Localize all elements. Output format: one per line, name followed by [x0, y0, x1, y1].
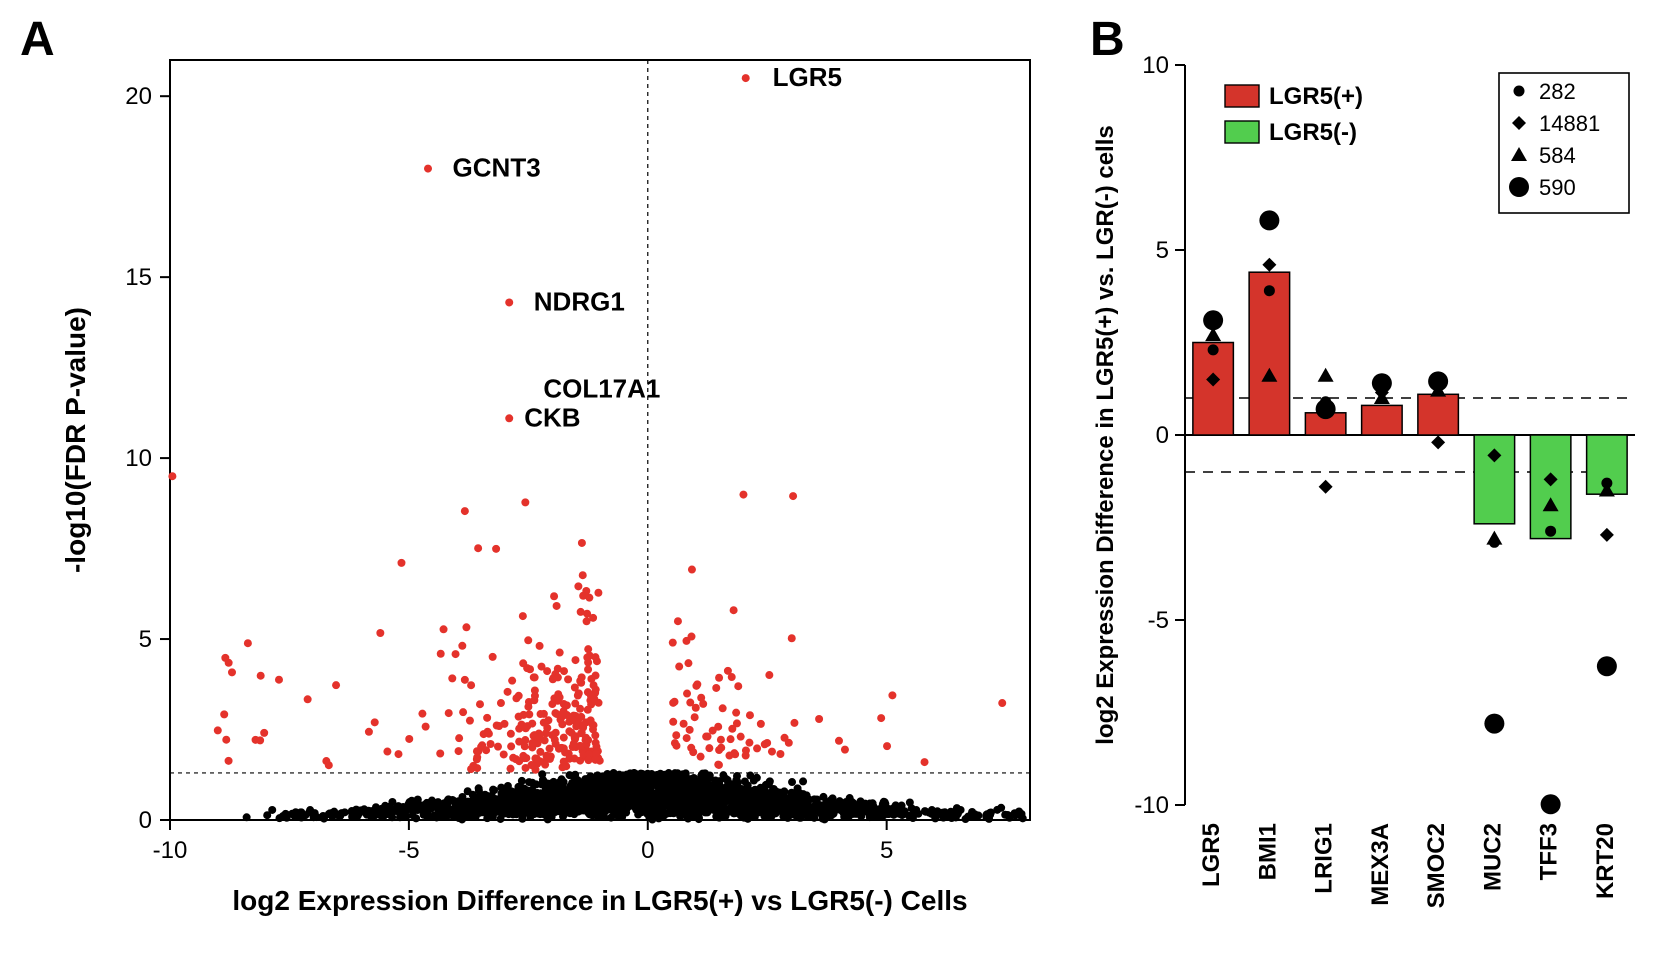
- svg-text:LGR5(+): LGR5(+): [1269, 83, 1363, 110]
- svg-text:0: 0: [641, 837, 654, 864]
- svg-text:A: A: [20, 13, 55, 66]
- svg-text:20: 20: [125, 83, 152, 110]
- svg-text:LGR5: LGR5: [1198, 823, 1225, 887]
- svg-text:282: 282: [1539, 79, 1576, 104]
- svg-text:COL17A1: COL17A1: [543, 373, 660, 403]
- svg-text:LGR5: LGR5: [773, 62, 842, 92]
- svg-text:0: 0: [1156, 422, 1169, 449]
- svg-text:-5: -5: [1148, 607, 1169, 634]
- svg-text:10: 10: [125, 445, 152, 472]
- svg-text:-log10(FDR P-value): -log10(FDR P-value): [60, 307, 91, 573]
- svg-text:5: 5: [880, 837, 893, 864]
- svg-text:14881: 14881: [1539, 111, 1600, 136]
- svg-text:BMI1: BMI1: [1254, 823, 1281, 880]
- svg-text:0: 0: [139, 807, 152, 834]
- svg-text:590: 590: [1539, 175, 1576, 200]
- figure-container: A -10 -5 0 5 0 5 10 15 20 log2 Expression Differen…: [0, 0, 1677, 965]
- svg-text:-5: -5: [398, 837, 419, 864]
- svg-text:584: 584: [1539, 143, 1576, 168]
- svg-text:5: 5: [139, 626, 152, 653]
- svg-text:NDRG1: NDRG1: [534, 286, 625, 316]
- svg-text:TFF3: TFF3: [1536, 823, 1563, 880]
- svg-text:CKB: CKB: [524, 402, 580, 432]
- svg-text:log2 Expression Difference in: log2 Expression Difference in LGR5(+) vs…: [232, 885, 967, 916]
- svg-text:KRT20: KRT20: [1592, 823, 1619, 899]
- svg-text:10: 10: [1142, 52, 1169, 79]
- svg-text:MUC2: MUC2: [1479, 823, 1506, 891]
- svg-text:15: 15: [125, 264, 152, 291]
- figure-svg: A -10 -5 0 5 0 5 10 15 20 log2 Expression Differen…: [0, 0, 1677, 965]
- svg-text:GCNT3: GCNT3: [453, 153, 541, 183]
- svg-text:LRIG1: LRIG1: [1311, 823, 1338, 894]
- svg-text:-10: -10: [1134, 792, 1169, 819]
- svg-text:-10: -10: [153, 837, 188, 864]
- svg-text:5: 5: [1156, 237, 1169, 264]
- svg-text:LGR5(-): LGR5(-): [1269, 119, 1357, 146]
- svg-text:log2 Expression Difference in: log2 Expression Difference in LGR5(+) vs…: [1092, 125, 1119, 745]
- svg-text:B: B: [1090, 13, 1125, 66]
- svg-text:MEX3A: MEX3A: [1367, 823, 1394, 906]
- svg-text:SMOC2: SMOC2: [1423, 823, 1450, 908]
